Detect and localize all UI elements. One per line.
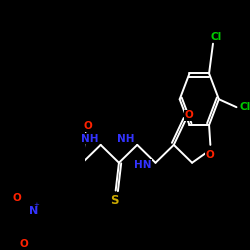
Text: N: N — [29, 206, 38, 216]
Text: Cl: Cl — [239, 102, 250, 112]
Text: O: O — [206, 150, 215, 160]
Text: +: + — [34, 202, 40, 208]
Text: O: O — [83, 121, 92, 131]
Text: NH: NH — [117, 134, 134, 144]
Text: HN: HN — [134, 160, 152, 170]
Text: O: O — [13, 194, 22, 203]
Text: S: S — [110, 194, 118, 207]
Text: NH: NH — [80, 134, 98, 144]
Text: Cl: Cl — [210, 32, 222, 42]
Text: O: O — [184, 110, 193, 120]
Text: O: O — [19, 239, 28, 249]
